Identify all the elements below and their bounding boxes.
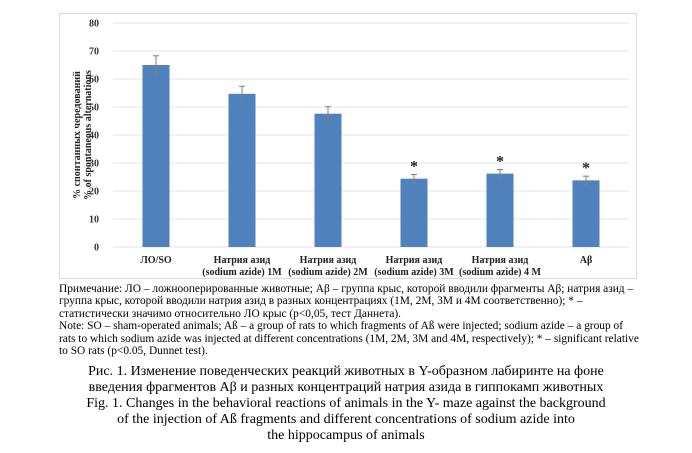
x-category-label: (sodium azide) 3M — [374, 267, 454, 278]
bar — [228, 93, 256, 247]
x-category-label: (sodium azide) 4 M — [459, 267, 542, 278]
y-axis-title: % спонтанных чередований% of spontaneous… — [72, 70, 94, 200]
y-tick-label: 10 — [89, 215, 99, 226]
y-tick-label: 60 — [89, 75, 99, 86]
figure-caption: Рис. 1. Изменение поведенческих реакций … — [0, 364, 692, 444]
bar-chart: 0 10 20 30 40 50 60 70 80 % спонтанных чередовани… — [72, 19, 629, 278]
note-russian: Примечание: ЛО – ложнооперированные живо… — [59, 283, 634, 320]
y-axis-title-line: % спонтанных чередований — [72, 71, 83, 199]
y-tick-label: 30 — [89, 159, 99, 170]
y-tick-label: 40 — [89, 131, 99, 142]
y-tick-label: 0 — [94, 243, 99, 254]
y-tick-label: 80 — [89, 19, 99, 30]
bar — [400, 178, 428, 247]
x-category-label: (sodium azide) 2M — [288, 267, 368, 278]
figure-note: Примечание: ЛО – ложнооперированные живо… — [59, 283, 639, 357]
significance-marker: * — [496, 153, 504, 170]
x-category-label: Натрия азид — [214, 255, 271, 266]
y-axis-title-line: % of spontaneous alternations — [83, 70, 94, 200]
x-category-label: Натрия азид — [472, 255, 529, 266]
significance-marker: * — [582, 160, 590, 177]
x-category-label: ЛО/SO — [140, 255, 172, 266]
bar — [314, 113, 342, 247]
caption-ru-line-1: Рис. 1. Изменение поведенческих реакций … — [88, 364, 604, 379]
caption-en-line-3: the hippocampus of animals — [267, 428, 425, 443]
caption-ru-line-2: введения фрагментов Aβ и разных концентр… — [88, 380, 604, 395]
significance-marker: * — [410, 158, 418, 175]
x-category-label: Натрия азид — [300, 255, 357, 266]
x-category-label: Aβ — [580, 255, 593, 266]
caption-en-line-2: of the injection of Aß fragments and dif… — [117, 412, 575, 427]
y-tick-label: 50 — [89, 103, 99, 114]
note-english: Note: SO – sham-operated animals; Aß – a… — [59, 320, 639, 358]
y-tick-label: 70 — [89, 47, 99, 58]
chart-frame: 0 10 20 30 40 50 60 70 80 % спонтанных чередовани… — [59, 13, 637, 279]
x-category-label: Натрия азид — [386, 255, 443, 266]
bar — [142, 65, 170, 247]
bar — [572, 180, 600, 247]
bar — [486, 173, 514, 247]
caption-en-line-1: Fig. 1. Changes in the behavioral reacti… — [86, 396, 606, 411]
y-tick-label: 20 — [89, 187, 99, 198]
x-category-label: (sodium azide) 1M — [202, 267, 282, 278]
